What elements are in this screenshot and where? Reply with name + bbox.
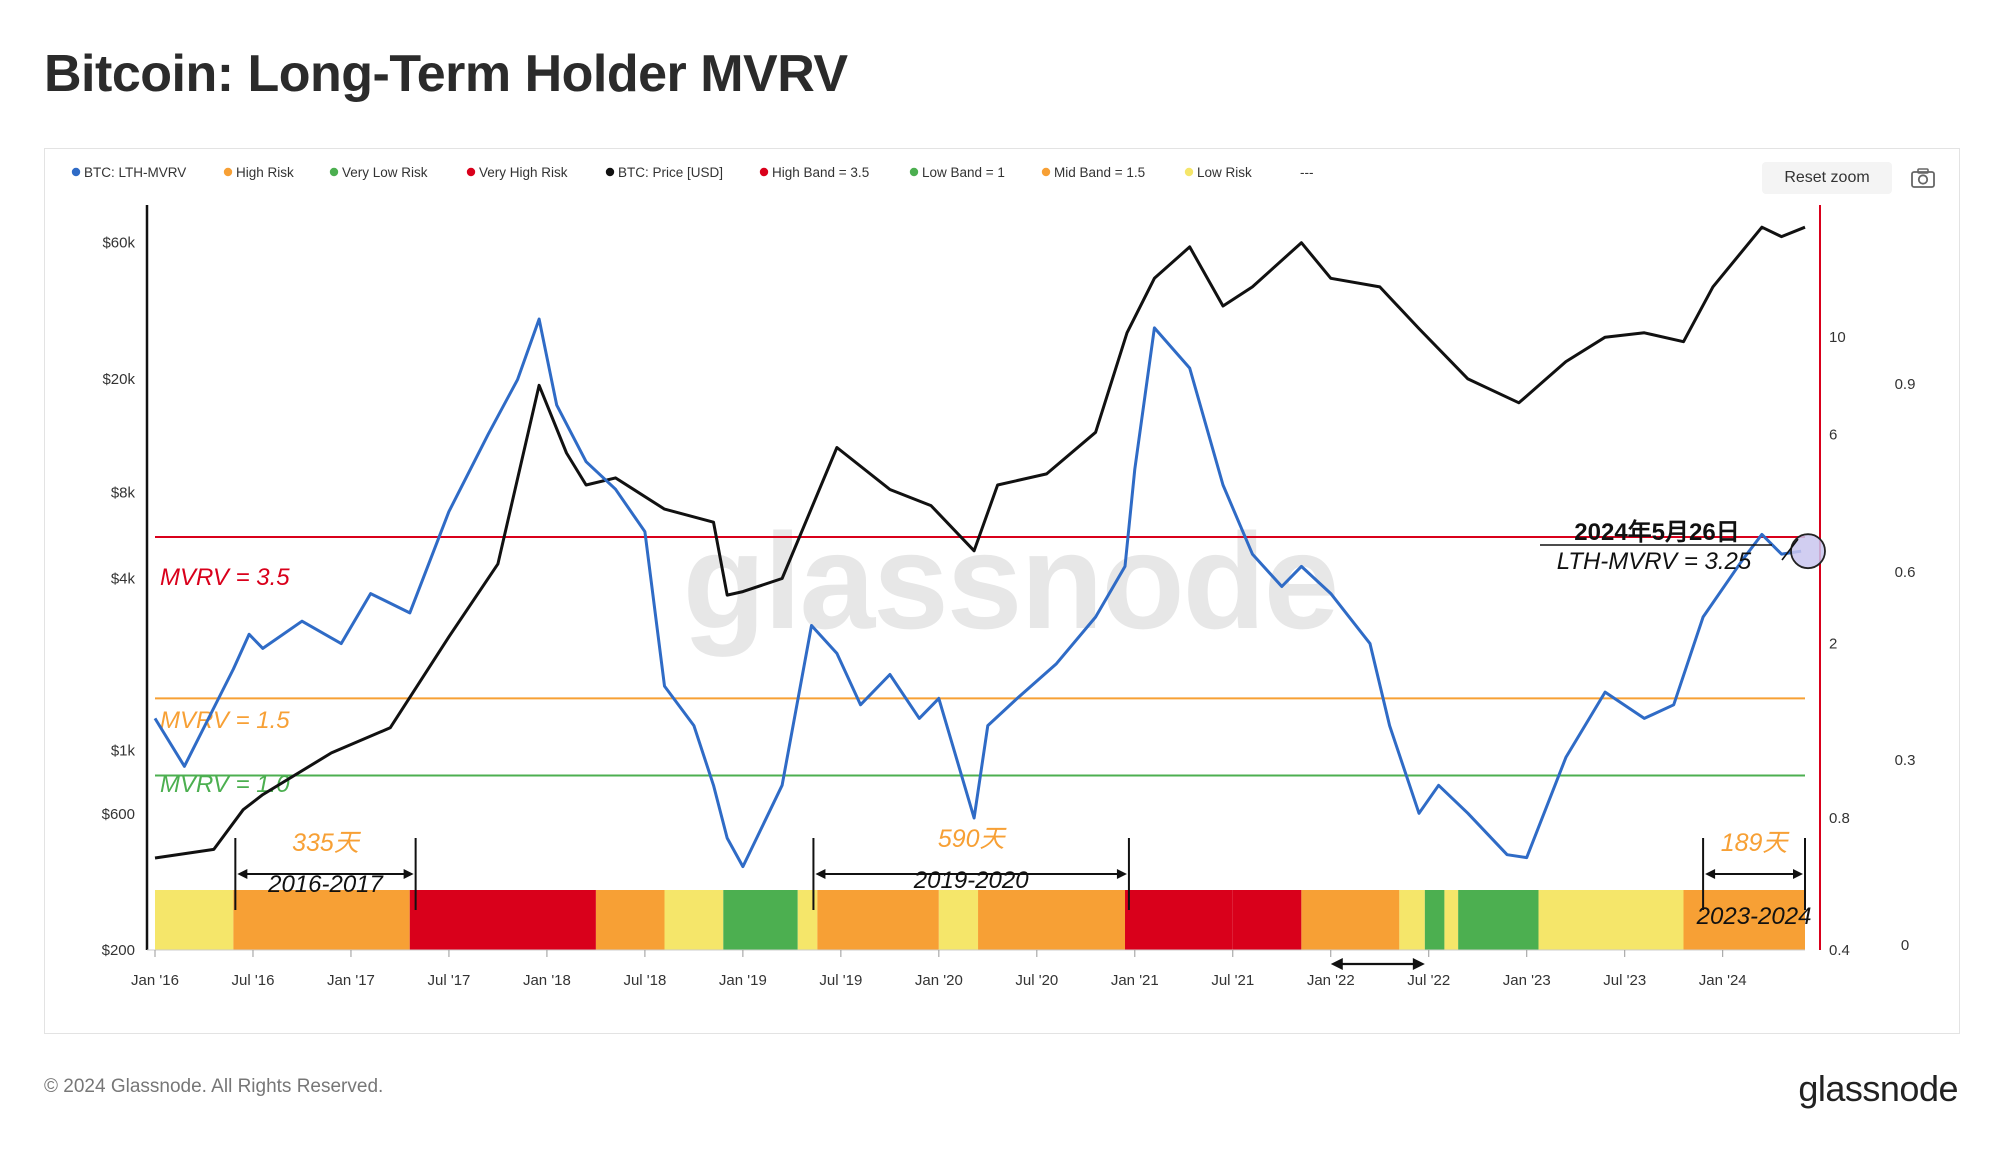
chart-frame xyxy=(44,148,1960,1034)
camera-icon[interactable] xyxy=(1908,164,1938,192)
page-title: Bitcoin: Long-Term Holder MVRV xyxy=(44,45,848,103)
footer-logo: glassnode xyxy=(1798,1068,1958,1109)
reset-zoom-button[interactable]: Reset zoom xyxy=(1762,162,1892,194)
footer-copyright: © 2024 Glassnode. All Rights Reserved. xyxy=(44,1076,384,1097)
